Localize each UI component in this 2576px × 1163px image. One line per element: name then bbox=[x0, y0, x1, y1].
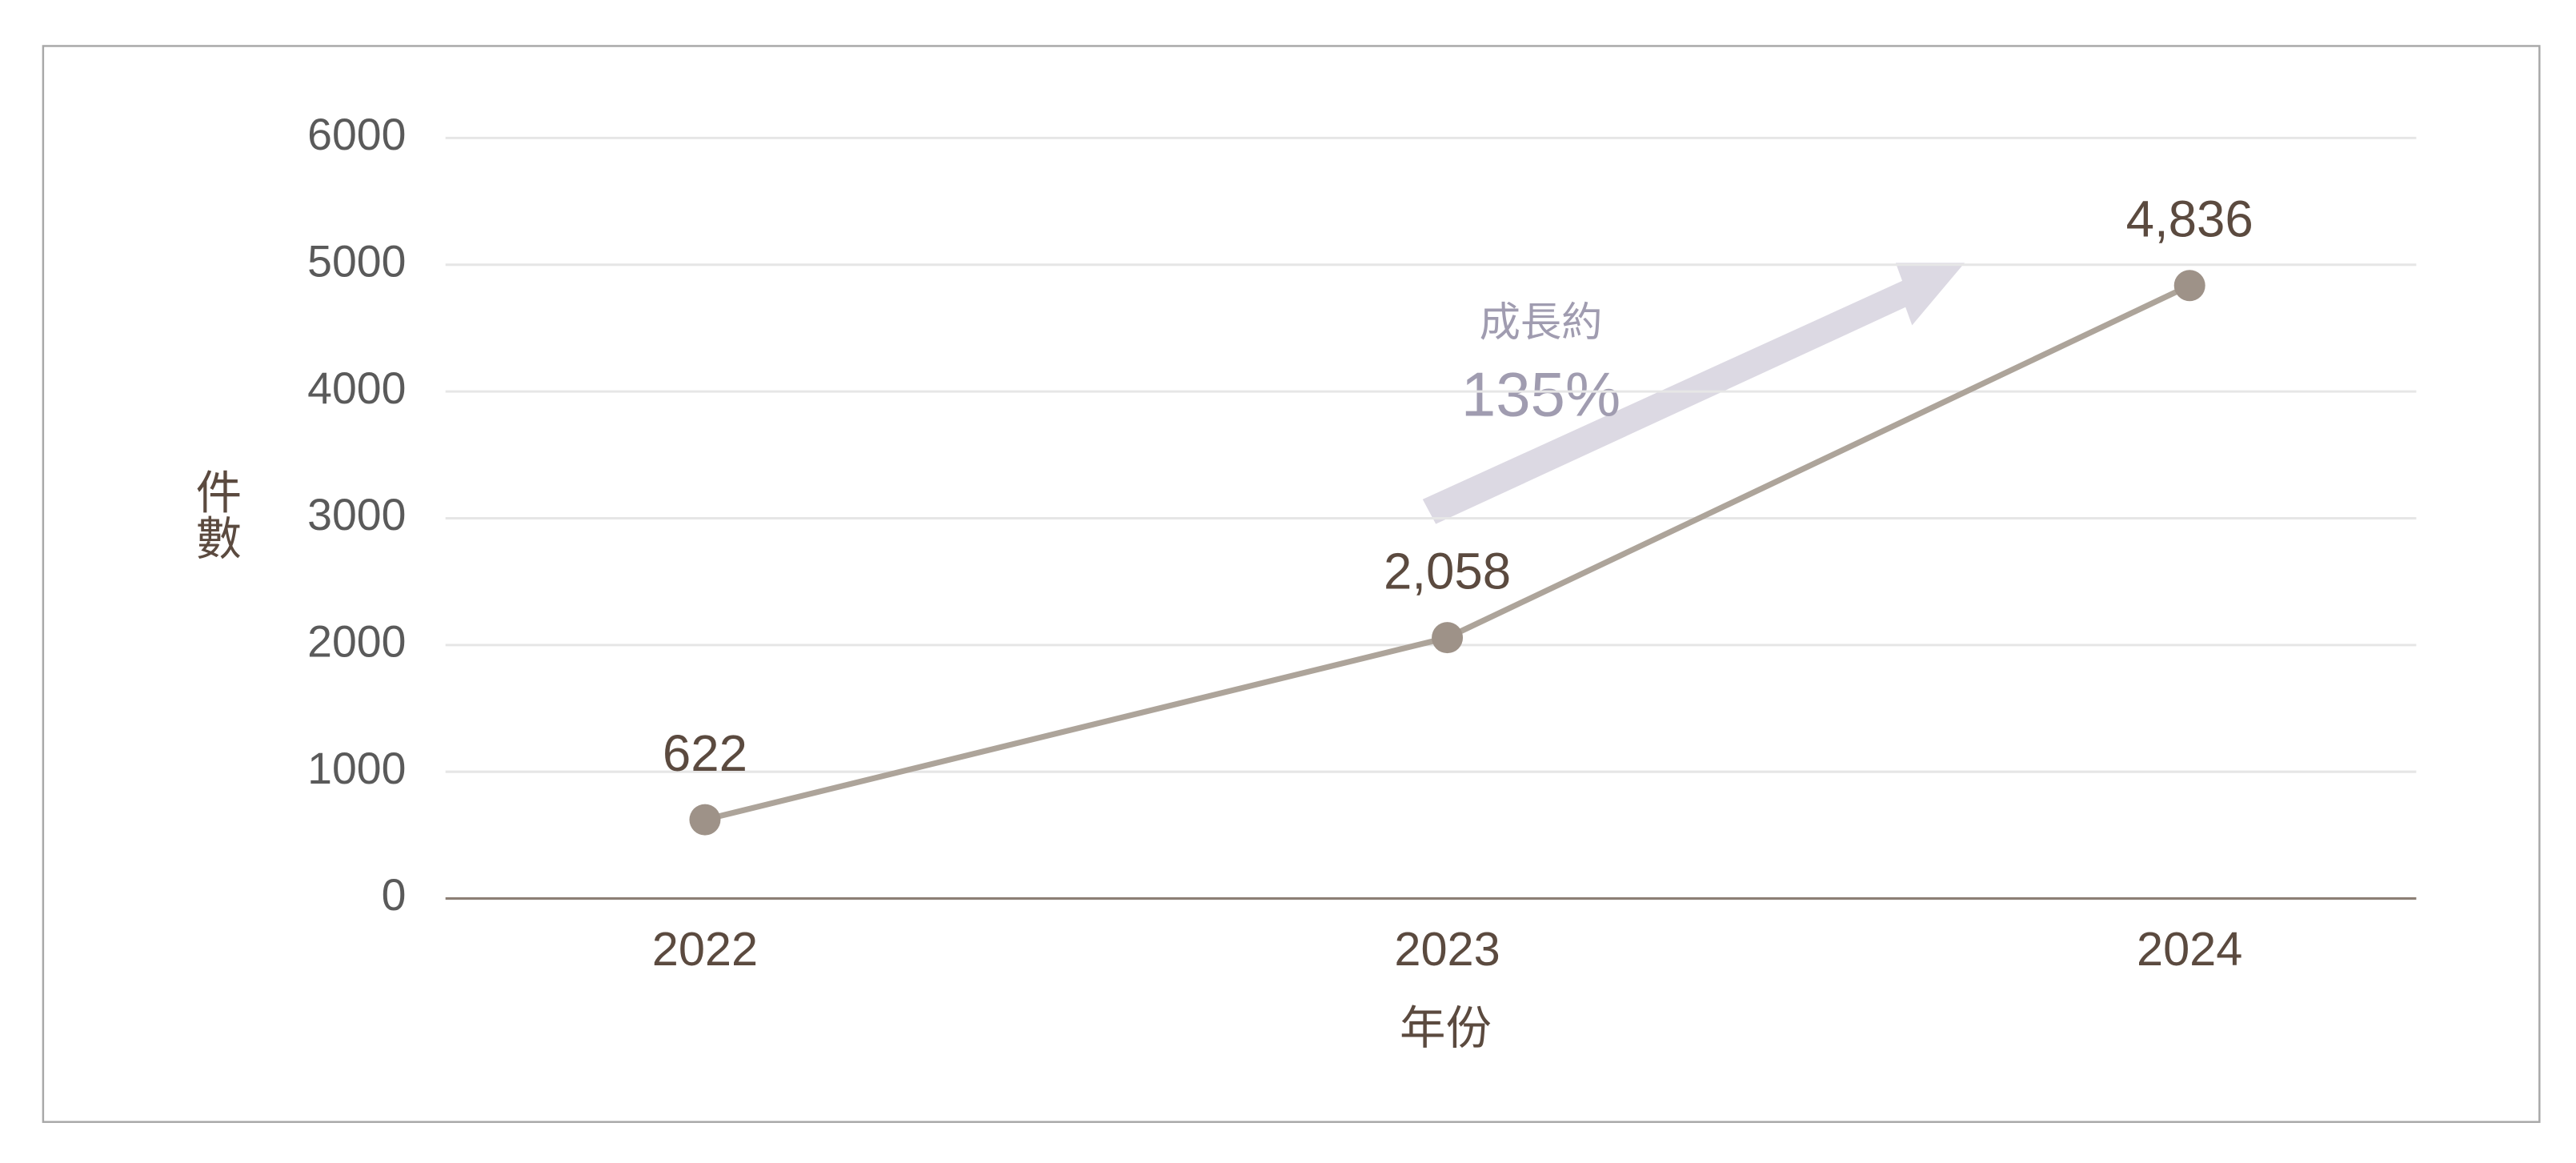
data-label: 622 bbox=[663, 725, 747, 782]
x-axis-label: 年份 bbox=[1400, 1003, 1492, 1054]
growth-arrow bbox=[1422, 263, 1965, 524]
y-tick-label: 5000 bbox=[307, 236, 406, 286]
y-axis-label: 件數 bbox=[188, 468, 241, 560]
x-tick-label: 2022 bbox=[652, 922, 758, 976]
data-label: 4,836 bbox=[2126, 191, 2253, 248]
y-tick-label: 3000 bbox=[307, 490, 406, 539]
annotation-value: 135% bbox=[1461, 359, 1621, 429]
y-tick-label: 2000 bbox=[307, 616, 406, 666]
marker bbox=[1432, 622, 1464, 654]
marker bbox=[2173, 270, 2205, 302]
annotation-label: 成長約 bbox=[1480, 299, 1603, 345]
chart-frame bbox=[42, 45, 2541, 1123]
x-tick-label: 2023 bbox=[1394, 922, 1500, 976]
y-tick-label: 4000 bbox=[307, 363, 406, 413]
marker bbox=[689, 804, 721, 836]
y-tick-label: 0 bbox=[382, 870, 407, 920]
data-label: 2,058 bbox=[1384, 543, 1511, 600]
x-tick-label: 2024 bbox=[2137, 922, 2242, 976]
y-tick-label: 1000 bbox=[307, 744, 406, 793]
y-tick-label: 6000 bbox=[307, 110, 406, 159]
